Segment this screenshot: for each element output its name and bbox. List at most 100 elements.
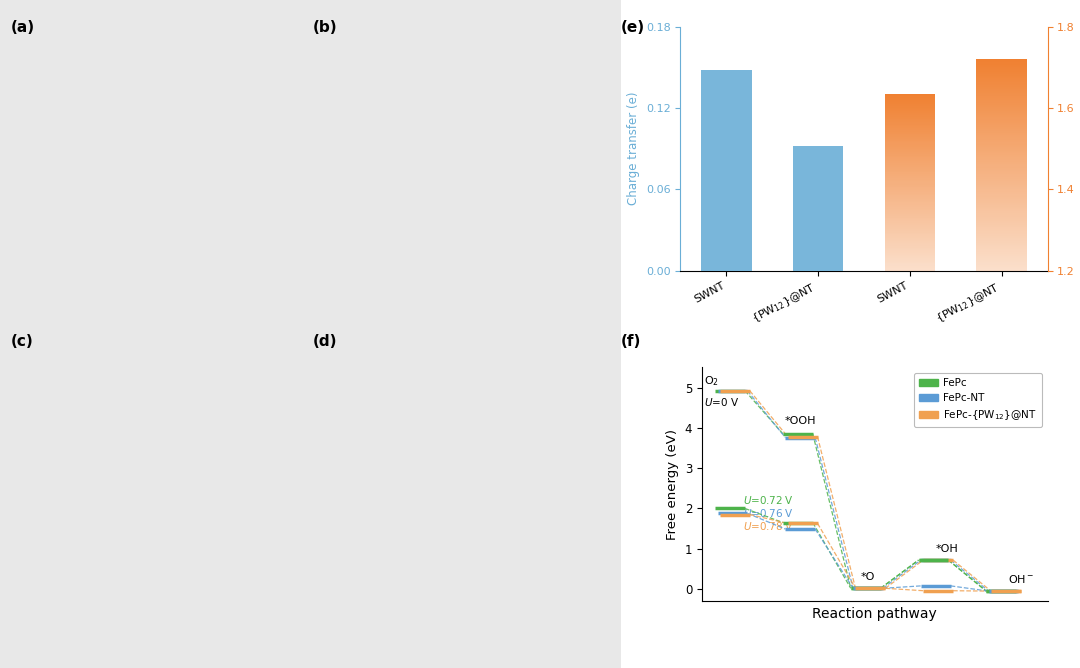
Bar: [976, 260, 1027, 261]
Bar: [885, 94, 935, 95]
Bar: [885, 158, 935, 159]
Bar: [885, 112, 935, 113]
Bar: [976, 110, 1027, 111]
Bar: [976, 166, 1027, 167]
Bar: [885, 208, 935, 210]
Bar: [885, 219, 935, 220]
Bar: [885, 109, 935, 110]
Bar: [885, 156, 935, 158]
Bar: [976, 98, 1027, 100]
Bar: [793, 146, 843, 271]
Bar: [885, 250, 935, 251]
Bar: [885, 137, 935, 138]
Bar: [885, 95, 935, 96]
Bar: [976, 210, 1027, 211]
Bar: [976, 91, 1027, 92]
Bar: [885, 246, 935, 248]
Bar: [976, 224, 1027, 225]
Bar: [976, 105, 1027, 106]
Bar: [885, 240, 935, 241]
Bar: [885, 258, 935, 259]
Bar: [976, 192, 1027, 194]
Bar: [976, 67, 1027, 69]
Bar: [885, 145, 935, 146]
Bar: [885, 202, 935, 203]
Bar: [885, 169, 935, 170]
Bar: [885, 155, 935, 156]
Bar: [976, 262, 1027, 263]
Bar: [976, 194, 1027, 196]
Bar: [976, 120, 1027, 122]
Bar: [885, 118, 935, 120]
Bar: [976, 102, 1027, 103]
Bar: [976, 147, 1027, 148]
Bar: [976, 143, 1027, 144]
Bar: [976, 80, 1027, 81]
Bar: [885, 186, 935, 188]
Bar: [976, 263, 1027, 265]
Bar: [885, 221, 935, 222]
Bar: [976, 226, 1027, 227]
Bar: [976, 71, 1027, 72]
Text: $U$=0.78 V: $U$=0.78 V: [743, 520, 794, 532]
Bar: [976, 65, 1027, 67]
Bar: [976, 231, 1027, 232]
Bar: [885, 136, 935, 137]
Bar: [976, 115, 1027, 116]
Bar: [976, 145, 1027, 146]
Bar: [976, 241, 1027, 242]
Bar: [885, 191, 935, 192]
Y-axis label: Charge transfer (e): Charge transfer (e): [627, 92, 640, 205]
Bar: [976, 223, 1027, 224]
Bar: [885, 144, 935, 145]
Bar: [885, 236, 935, 237]
Bar: [885, 180, 935, 181]
Bar: [885, 146, 935, 147]
Bar: [976, 222, 1027, 223]
Bar: [885, 102, 935, 103]
Bar: [976, 208, 1027, 209]
Bar: [885, 181, 935, 182]
Bar: [885, 160, 935, 161]
Bar: [885, 159, 935, 160]
Bar: [976, 244, 1027, 245]
Bar: [976, 140, 1027, 142]
Bar: [885, 265, 935, 266]
Y-axis label: Free energy (eV): Free energy (eV): [666, 429, 679, 540]
Bar: [885, 234, 935, 235]
Bar: [976, 88, 1027, 89]
Bar: [885, 244, 935, 245]
Bar: [976, 250, 1027, 252]
Bar: [885, 150, 935, 151]
Bar: [885, 163, 935, 164]
Bar: [976, 144, 1027, 145]
Bar: [885, 182, 935, 183]
Bar: [976, 75, 1027, 76]
Bar: [885, 175, 935, 176]
Bar: [976, 168, 1027, 169]
Bar: [885, 204, 935, 205]
Bar: [976, 156, 1027, 158]
Bar: [885, 210, 935, 211]
Bar: [885, 173, 935, 174]
Text: *O: *O: [861, 572, 875, 582]
Bar: [976, 128, 1027, 129]
Bar: [885, 194, 935, 196]
Bar: [976, 190, 1027, 191]
Bar: [976, 189, 1027, 190]
Bar: [885, 243, 935, 244]
Bar: [885, 113, 935, 114]
Bar: [885, 212, 935, 213]
Bar: [976, 258, 1027, 259]
Bar: [976, 90, 1027, 91]
Bar: [976, 180, 1027, 181]
Bar: [885, 192, 935, 193]
Bar: [885, 130, 935, 131]
Bar: [885, 188, 935, 189]
Bar: [885, 266, 935, 267]
Bar: [976, 114, 1027, 115]
Bar: [885, 177, 935, 178]
Bar: [976, 86, 1027, 87]
Bar: [976, 116, 1027, 118]
Bar: [976, 220, 1027, 221]
